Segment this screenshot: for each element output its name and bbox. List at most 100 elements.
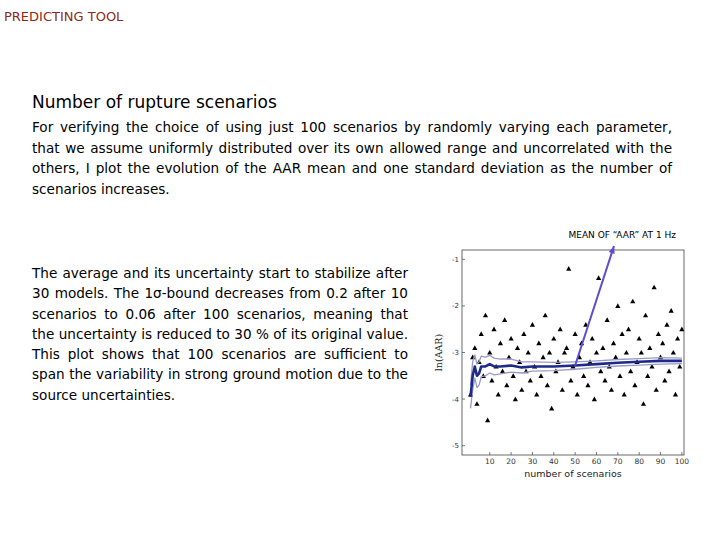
scatter-point — [526, 350, 531, 355]
scatter-point — [519, 387, 524, 392]
annotation-arrow — [575, 246, 614, 366]
scatter-point — [551, 336, 556, 341]
scatter-point — [632, 383, 637, 388]
x-tick-label: 40 — [549, 457, 559, 466]
scatter-point — [564, 345, 569, 350]
scatter-point — [617, 373, 622, 378]
scatter-point — [643, 313, 648, 318]
y-tick — [462, 445, 465, 446]
scatter-point — [594, 350, 599, 355]
scatter-point — [511, 373, 516, 378]
plot-frame — [462, 250, 684, 455]
x-tick-label: 30 — [528, 457, 538, 466]
scatter-point — [677, 364, 682, 369]
scatter-point — [562, 350, 567, 355]
chart: 102030405060708090100-1-2-3-4-5number of… — [0, 0, 720, 540]
scatter-point — [630, 299, 635, 304]
scatter-point — [515, 345, 520, 350]
scatter-point — [671, 350, 676, 355]
scatter-point — [641, 401, 646, 406]
scatter-point — [530, 322, 535, 327]
scatter-point — [536, 341, 541, 346]
scatter-point — [613, 355, 618, 360]
x-tick — [681, 452, 682, 455]
scatter-point — [669, 308, 674, 313]
scatter-point — [600, 345, 605, 350]
scatter-point — [558, 327, 563, 332]
scatter-point — [654, 387, 659, 392]
scatter-point — [673, 392, 678, 397]
x-tick — [489, 452, 490, 455]
scatter-point — [679, 327, 684, 332]
x-tick — [660, 452, 661, 455]
scatter-point — [585, 383, 590, 388]
scatter-point — [500, 369, 505, 374]
scatter-point — [581, 373, 586, 378]
scatter-point — [568, 378, 573, 383]
x-tick — [617, 452, 618, 455]
scatter-point — [637, 336, 642, 341]
scatter-point — [626, 327, 631, 332]
y-tick — [462, 305, 465, 306]
x-tick-label: 10 — [485, 457, 495, 466]
x-tick-label: 100 — [675, 457, 690, 466]
scatter-point — [662, 378, 667, 383]
scatter-point — [602, 378, 607, 383]
x-tick-label: 20 — [506, 457, 516, 466]
intro-text: For verifying the choice of using just 1… — [32, 117, 672, 199]
annotation: MEAN OF “AAR” AT 1 Hz — [569, 230, 677, 240]
scatter-point — [639, 350, 644, 355]
scatter-point — [560, 387, 565, 392]
x-tick — [596, 452, 597, 455]
mean-line — [471, 361, 682, 397]
x-tick — [575, 452, 576, 455]
scatter-point — [592, 396, 597, 401]
scatter-point — [521, 331, 526, 336]
scatter-point — [573, 331, 578, 336]
y-tick-label: -1 — [452, 256, 459, 264]
scatter-point — [534, 392, 539, 397]
x-tick-label: 60 — [592, 457, 602, 466]
scatter-point — [645, 373, 650, 378]
y-tick-label: -4 — [452, 396, 460, 404]
scatter-point — [504, 383, 509, 388]
scatter-point — [598, 369, 603, 374]
scatter-point — [615, 303, 620, 308]
scatter-point — [664, 322, 669, 327]
y-tick — [462, 259, 465, 260]
scatter-point — [547, 350, 552, 355]
scatter-point — [660, 341, 665, 346]
scatter-point — [485, 417, 490, 422]
scatter-point — [675, 336, 680, 341]
y-tick-label: -5 — [452, 442, 459, 450]
x-tick — [532, 452, 533, 455]
scatter-point — [622, 392, 627, 397]
y-tick-label: -2 — [452, 302, 459, 310]
scatter-point — [619, 331, 624, 336]
x-tick-label: 50 — [570, 457, 580, 466]
x-axis-label: number of scenarios — [524, 468, 621, 479]
scatter-point — [666, 369, 671, 374]
scatter-point — [656, 331, 661, 336]
scatter-point — [489, 378, 494, 383]
scatter-point — [647, 345, 652, 350]
plot-data — [468, 266, 684, 422]
scatter-point — [596, 275, 601, 280]
scatter-point — [609, 387, 614, 392]
scatter-point — [549, 406, 554, 411]
title: Number of rupture scenarios — [32, 92, 277, 112]
scatter-point — [474, 401, 479, 406]
scatter-point — [472, 345, 477, 350]
scatter-point — [479, 331, 484, 336]
scatter-point — [652, 285, 657, 290]
scatter-point — [483, 313, 488, 318]
scatter-point — [605, 317, 610, 322]
scatter-point — [566, 266, 571, 271]
y-tick — [462, 399, 465, 400]
scatter-point — [611, 341, 616, 346]
x-tick — [639, 452, 640, 455]
scatter-point — [538, 373, 543, 378]
scatter-point — [528, 378, 533, 383]
x-tick-label: 90 — [656, 457, 666, 466]
scatter-point — [508, 336, 513, 341]
